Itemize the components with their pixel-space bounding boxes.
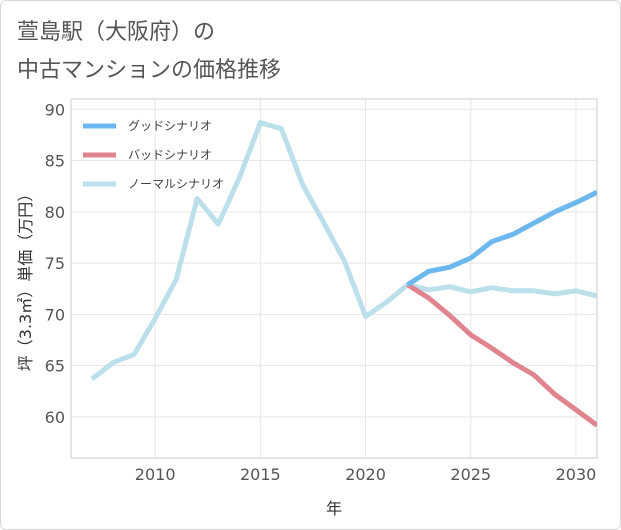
- tick-labels: 2010 2015 2020 2025 2030 60 65 70 75 80 85 90: [45, 100, 597, 484]
- chart-title-line2: 中古マンションの価格推移: [17, 58, 282, 83]
- y-axis-label: 坪（3.3㎡）単価（万円）: [16, 186, 35, 371]
- series-line-bad: [406, 282, 597, 428]
- legend-label-good: グッドシナリオ: [128, 119, 212, 133]
- y-tick-label-70: 70: [45, 305, 65, 324]
- series-group: [90, 120, 597, 428]
- x-axis-label: 年: [326, 499, 342, 518]
- x-tick-label-2010: 2010: [135, 465, 176, 484]
- legend-label-bad: バッドシナリオ: [128, 148, 212, 162]
- plot-area: [70, 98, 598, 459]
- y-tick-label-80: 80: [45, 203, 65, 222]
- series-line-good: [406, 190, 597, 287]
- chart-title-line1: 萱島駅（大阪府）の: [17, 20, 216, 45]
- y-tick-label-60: 60: [45, 408, 65, 427]
- x-tick-label-2030: 2030: [556, 465, 597, 484]
- y-tick-label-65: 65: [45, 357, 65, 376]
- chart-title: 萱島駅（大阪府）の 中古マンションの価格推移: [17, 14, 281, 90]
- x-tick-label-2020: 2020: [345, 465, 386, 484]
- legend-label-normal: ノーマルシナリオ: [128, 177, 224, 191]
- y-tick-label-85: 85: [45, 152, 65, 171]
- y-tick-label-90: 90: [45, 100, 65, 119]
- x-tick-label-2015: 2015: [240, 465, 281, 484]
- x-tick-label-2025: 2025: [450, 465, 491, 484]
- series-line-normal: [90, 120, 597, 381]
- y-tick-label-75: 75: [45, 254, 65, 273]
